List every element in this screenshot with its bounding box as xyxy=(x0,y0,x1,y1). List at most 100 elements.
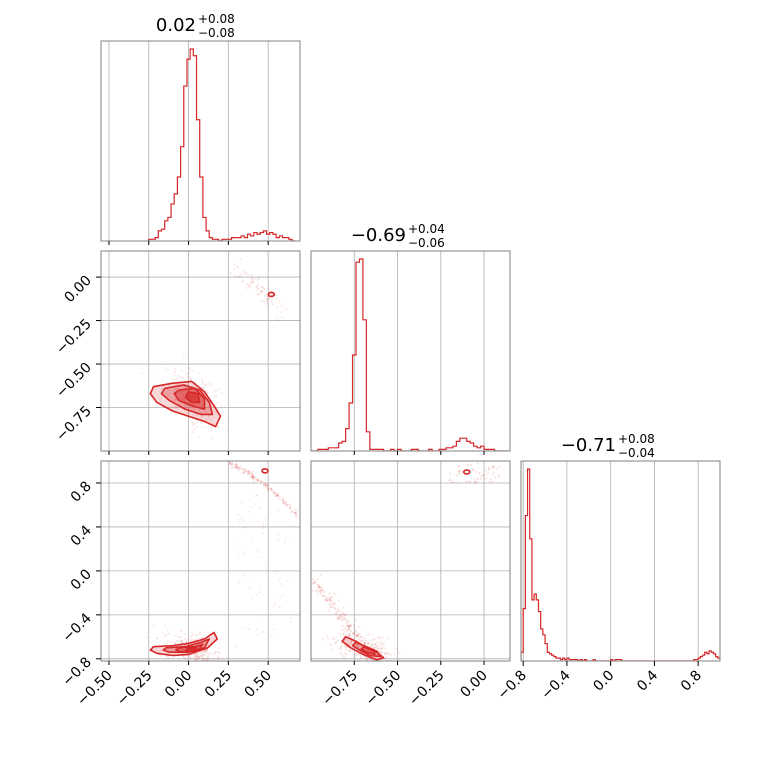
sample-point xyxy=(367,642,370,645)
title-value: 0.02 xyxy=(156,15,196,36)
sample-point xyxy=(182,656,185,659)
sample-point xyxy=(245,272,248,275)
sample-point xyxy=(491,481,494,484)
sample-point xyxy=(242,526,245,529)
sample-point xyxy=(349,639,352,642)
sample-point xyxy=(312,582,315,585)
sample-point xyxy=(196,653,199,656)
sample-point xyxy=(335,613,338,616)
histogram-line xyxy=(311,258,509,451)
sample-point xyxy=(487,471,490,474)
sample-point xyxy=(230,463,233,466)
sample-point xyxy=(380,640,383,643)
sample-point xyxy=(272,628,275,631)
sample-point xyxy=(460,470,463,473)
x-tick-label-param-2: 0.00 xyxy=(458,668,491,701)
sample-point xyxy=(371,644,374,647)
sample-point xyxy=(216,665,218,667)
sample-point xyxy=(252,477,255,480)
sample-point xyxy=(202,653,205,656)
sample-point xyxy=(466,480,469,483)
sample-point xyxy=(200,378,203,381)
histogram-group xyxy=(311,258,509,451)
sample-point xyxy=(293,512,296,515)
sample-point xyxy=(492,471,495,474)
sample-point xyxy=(349,628,352,631)
sample-point xyxy=(236,465,239,468)
sample-point xyxy=(171,399,174,402)
sample-point xyxy=(204,417,207,420)
sample-point xyxy=(320,587,323,590)
title-lower-error: −0.06 xyxy=(408,236,445,250)
sample-point xyxy=(386,637,389,640)
sample-point xyxy=(333,602,336,605)
sample-point xyxy=(279,311,282,314)
sample-point xyxy=(489,478,492,481)
sample-point xyxy=(204,651,207,654)
sample-point xyxy=(267,287,270,290)
sample-point xyxy=(180,649,183,652)
sample-point xyxy=(186,640,189,643)
sample-point xyxy=(171,649,174,652)
sample-point xyxy=(395,648,398,651)
sample-point xyxy=(327,599,330,602)
sample-point xyxy=(211,437,214,440)
sample-point xyxy=(164,367,167,370)
sample-point xyxy=(341,618,344,621)
histogram-line xyxy=(148,48,296,241)
sample-point xyxy=(206,391,209,394)
sample-point xyxy=(264,295,267,298)
sample-point xyxy=(257,633,260,636)
sample-point xyxy=(175,383,178,386)
sample-point xyxy=(202,662,204,664)
sample-point xyxy=(348,625,351,628)
sample-point xyxy=(370,639,373,642)
sample-point xyxy=(245,286,248,289)
sample-point xyxy=(330,596,333,599)
sample-point xyxy=(182,376,185,379)
sample-point xyxy=(286,503,289,506)
sample-point xyxy=(251,538,254,541)
sample-point xyxy=(331,596,334,599)
sample-point xyxy=(457,470,460,473)
sample-point xyxy=(264,518,267,521)
panel-frame xyxy=(100,460,301,662)
sample-point xyxy=(367,641,370,644)
sample-point xyxy=(379,651,382,654)
sample-point xyxy=(282,501,285,504)
sample-point xyxy=(479,477,482,480)
sample-point xyxy=(206,408,209,411)
sample-point xyxy=(251,477,254,480)
sample-point xyxy=(244,470,247,473)
sample-point xyxy=(275,494,278,497)
sample-point xyxy=(369,661,371,663)
sample-point xyxy=(257,283,260,286)
sample-point xyxy=(245,470,248,473)
sample-point xyxy=(329,600,332,603)
sample-point xyxy=(380,647,383,650)
sample-point xyxy=(458,469,461,472)
sample-point xyxy=(198,664,200,666)
sample-point xyxy=(241,279,244,282)
sample-point xyxy=(476,462,479,465)
sample-point xyxy=(270,293,273,296)
sample-point xyxy=(345,645,348,648)
sample-point xyxy=(241,468,244,471)
sample-point xyxy=(341,618,344,621)
sample-point xyxy=(322,595,325,598)
sample-point xyxy=(321,594,324,597)
sample-point xyxy=(195,658,198,661)
sample-point xyxy=(266,299,269,302)
sample-point xyxy=(217,656,220,659)
sample-point xyxy=(388,652,391,655)
contour-level xyxy=(162,638,211,654)
sample-point xyxy=(173,641,176,644)
sample-point xyxy=(259,507,262,510)
sample-point xyxy=(193,656,196,659)
sample-point xyxy=(247,472,250,475)
scatter-points xyxy=(311,462,501,663)
sample-point xyxy=(253,502,256,505)
sample-point xyxy=(448,479,451,482)
sample-point xyxy=(172,378,175,381)
sample-point xyxy=(161,631,164,634)
